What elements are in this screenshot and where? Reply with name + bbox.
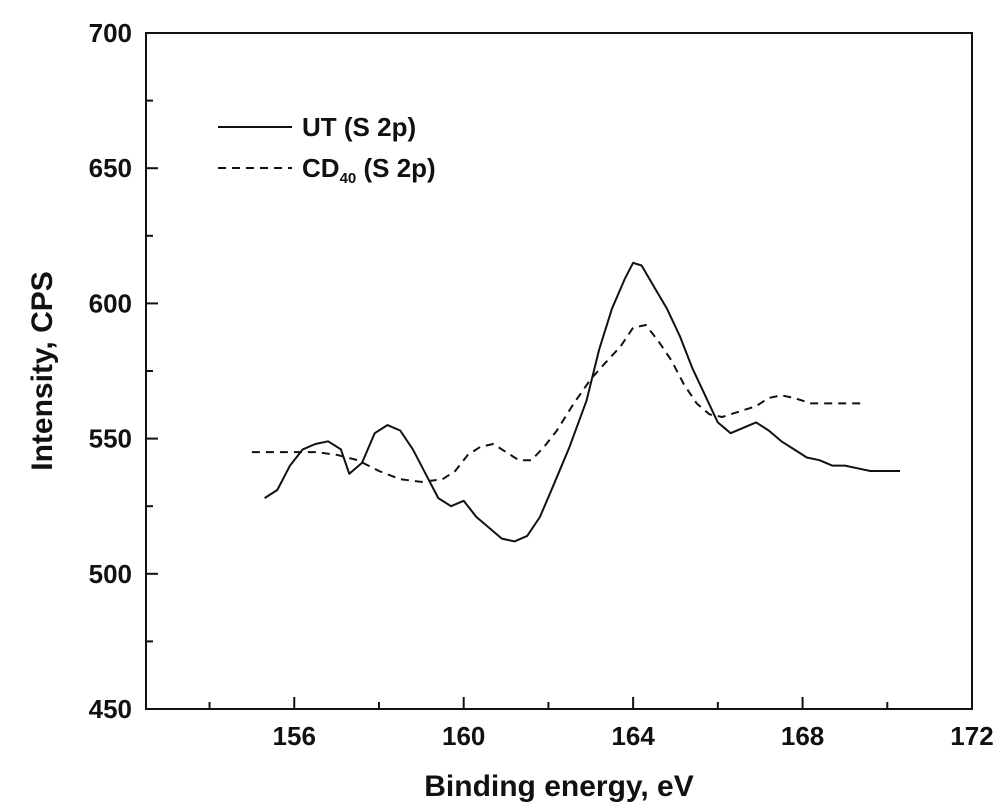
- series-line-cd40: [251, 324, 862, 483]
- y-tick-label: 450: [89, 694, 132, 724]
- x-tick-label: 160: [442, 721, 485, 751]
- y-tick-label: 550: [89, 424, 132, 454]
- tick-labels: 156 160 164 168 172 450 500 550 600 650 700: [89, 18, 994, 751]
- x-tick-label: 156: [273, 721, 316, 751]
- series-line-ut: [264, 261, 900, 543]
- y-tick-label: 650: [89, 153, 132, 183]
- x-axis-title: Binding energy, eV: [424, 770, 694, 803]
- y-tick-label: 600: [89, 288, 132, 318]
- y-tick-label: 700: [89, 18, 132, 48]
- series-layer: [251, 261, 900, 543]
- legend-label-ut: UT (S 2p): [302, 112, 416, 142]
- x-tick-label: 164: [611, 721, 655, 751]
- x-tick-label: 168: [781, 721, 824, 751]
- plot-frame: [145, 32, 973, 710]
- y-tick-label: 500: [89, 559, 132, 589]
- ticks-layer: [146, 32, 973, 710]
- legend-label-cd40: CD40 (S 2p): [302, 153, 436, 187]
- x-tick-label: 172: [950, 721, 993, 751]
- legend: UT (S 2p) CD40 (S 2p): [218, 112, 436, 187]
- y-axis-title: Intensity, CPS: [26, 271, 59, 470]
